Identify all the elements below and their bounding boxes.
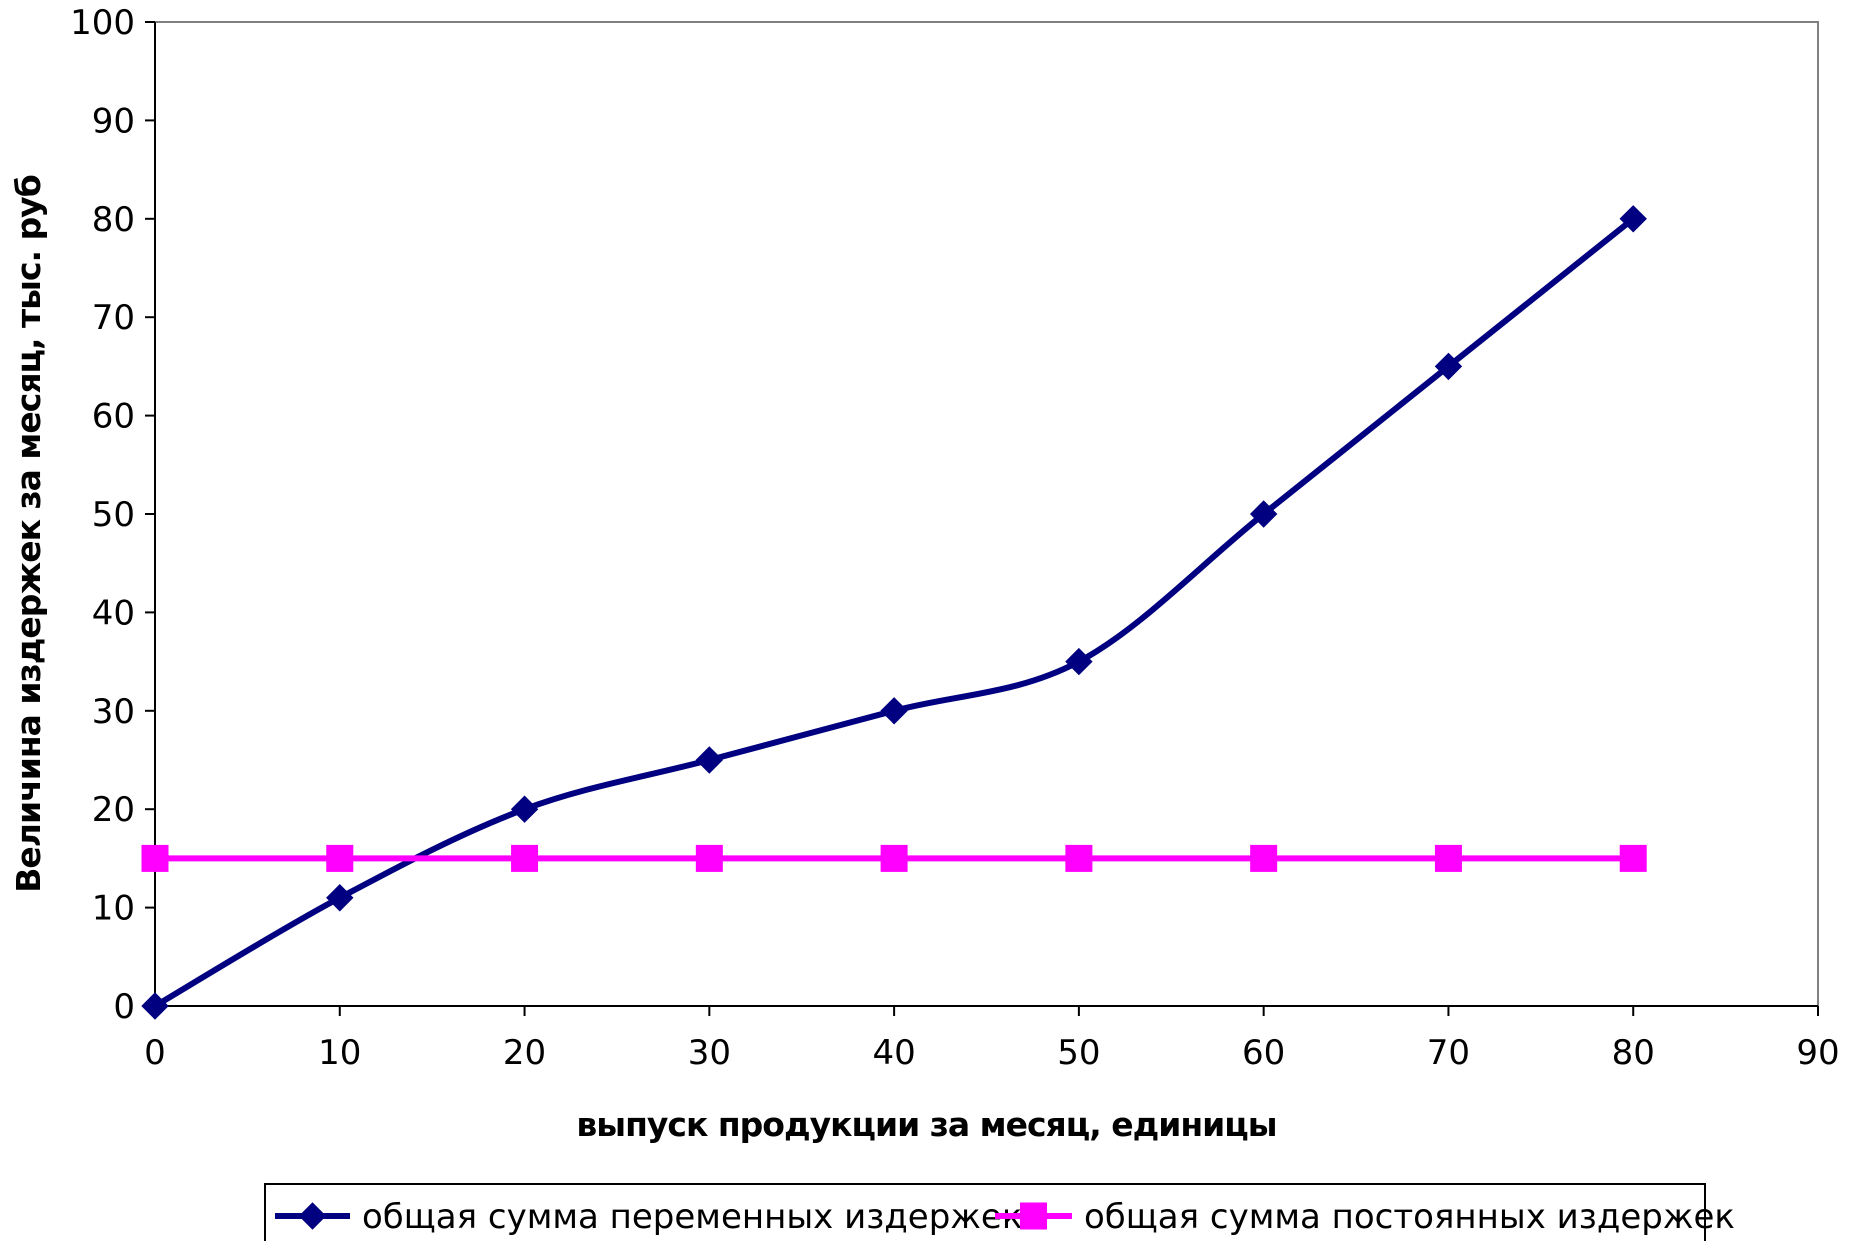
x-tick-label: 90 [1796, 1033, 1839, 1073]
x-tick-label: 40 [872, 1033, 915, 1073]
y-tick-label: 70 [92, 298, 135, 338]
y-tick-label: 40 [92, 593, 135, 633]
series-1-diamond-marker [880, 697, 908, 725]
legend-square-marker [1020, 1202, 1047, 1230]
series-2-square-marker [1065, 844, 1093, 872]
x-tick-label: 70 [1427, 1033, 1470, 1073]
plot-border [154, 21, 1819, 1007]
x-axis-title: выпуск продукции за месяц, единицы [576, 1105, 1276, 1144]
x-tick-label: 50 [1057, 1033, 1100, 1073]
series-1-diamond-marker [510, 795, 539, 823]
series-2-square-marker [326, 844, 354, 872]
y-tick-label: 90 [92, 101, 135, 141]
series-2-square-marker [141, 844, 169, 872]
y-tick-label: 10 [92, 889, 135, 929]
plot-area [154, 21, 1819, 1007]
legend-label: общая сумма переменных издержек [362, 1197, 1022, 1237]
series-1 [141, 205, 1647, 1020]
y-tick-label: 50 [92, 495, 135, 535]
series-2-square-marker [695, 844, 723, 872]
y-tick-label: 80 [92, 200, 135, 240]
y-tick-label: 30 [92, 692, 135, 732]
y-axis-ticks: 0 10 20 30 40 50 60 70 80 90 100 [70, 3, 155, 1027]
y-tick-label: 0 [113, 987, 135, 1027]
series-1-diamond-marker [326, 884, 354, 912]
y-axis-title: Величина издержек за месяц, тыс. руб [9, 175, 48, 892]
series-1-diamond-marker [695, 746, 724, 774]
x-tick-label: 10 [318, 1033, 361, 1073]
x-tick-label: 80 [1612, 1033, 1655, 1073]
series-2 [141, 844, 1647, 872]
y-tick-label: 20 [92, 790, 135, 830]
series-2-square-marker [1250, 844, 1278, 872]
legend-entry-1: общая сумма переменных издержек [275, 1197, 1022, 1237]
series-1-diamond-marker [1249, 500, 1278, 528]
legend-box [264, 1183, 1706, 1241]
series-1-diamond-marker [1434, 352, 1463, 381]
series-1-diamond-marker [1619, 205, 1647, 233]
series-1-line [152, 215, 1637, 1009]
legend-diamond-marker [298, 1202, 327, 1230]
legend-label: общая сумма постоянных издержек [1084, 1197, 1735, 1237]
series-2-square-marker [1434, 844, 1462, 872]
series-1-diamond-marker [141, 992, 169, 1020]
y-tick-label: 100 [70, 3, 135, 43]
series-2-square-marker [1619, 844, 1647, 872]
x-tick-label: 60 [1242, 1033, 1285, 1073]
x-tick-label: 30 [688, 1033, 731, 1073]
legend: общая сумма переменных издержек общая сум… [264, 1183, 1735, 1241]
series-2-square-marker [511, 844, 539, 872]
y-tick-label: 60 [92, 397, 135, 437]
series-2-square-marker [880, 844, 908, 872]
series-1-diamond-marker [1065, 647, 1093, 676]
series-layer [141, 205, 1647, 1020]
x-tick-label: 20 [503, 1033, 546, 1073]
x-axis-ticks: 0 10 20 30 40 50 60 70 80 90 [144, 1006, 1840, 1073]
legend-entry-2: общая сумма постоянных издержек [995, 1197, 1735, 1237]
x-tick-label: 0 [144, 1033, 166, 1073]
